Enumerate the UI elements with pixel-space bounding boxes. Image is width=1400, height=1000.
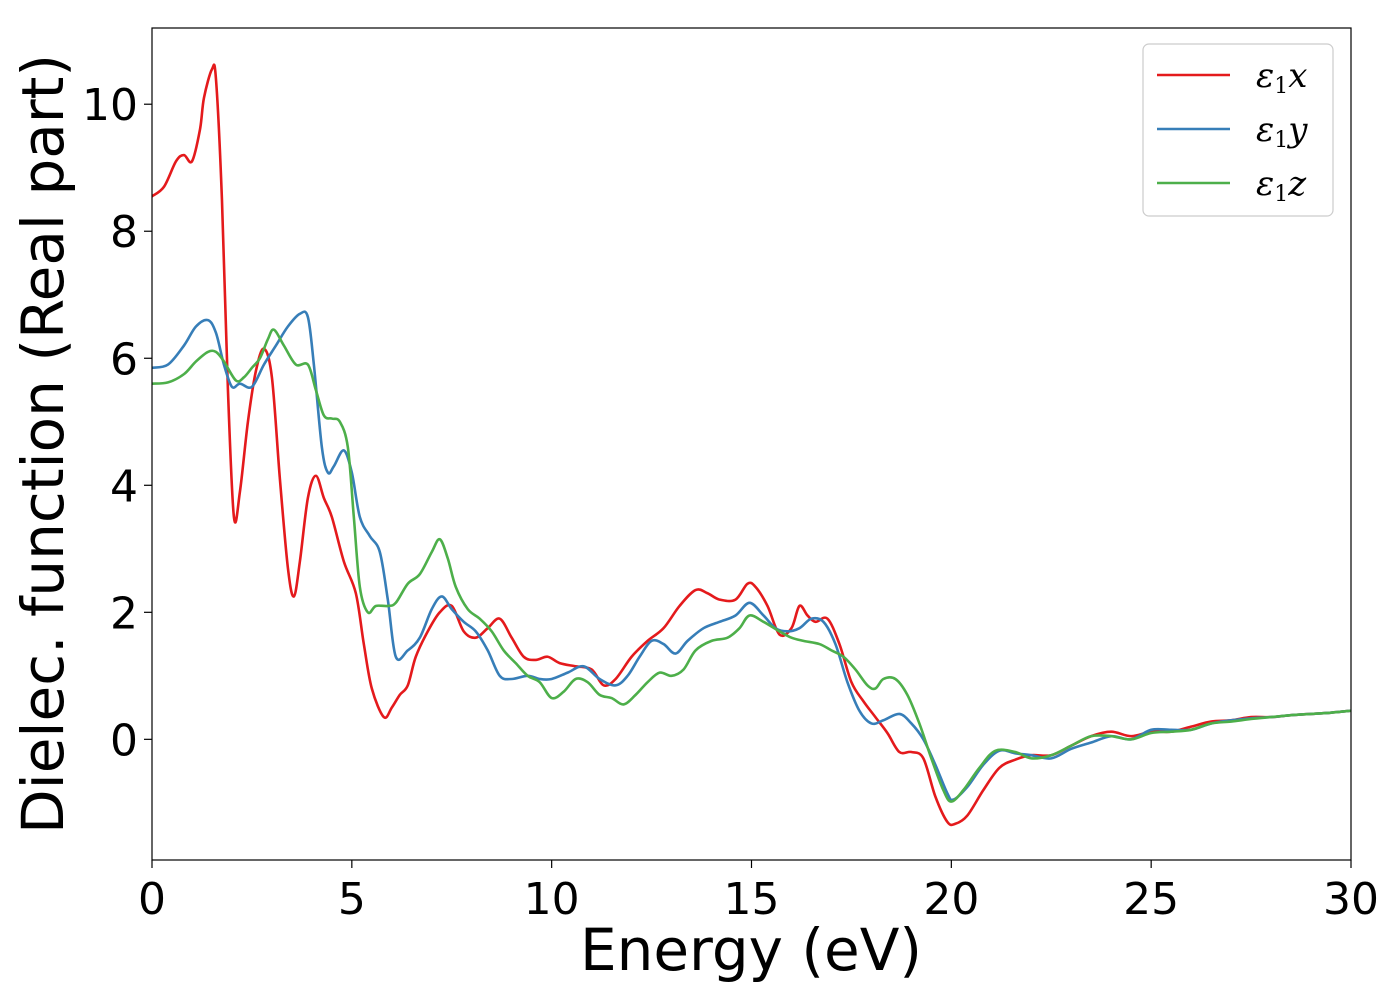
series-layer xyxy=(152,63,1351,827)
legend-items: ε1x ε1y ε1z xyxy=(1157,56,1308,207)
series-line-x xyxy=(152,63,1351,827)
y-tick-label: 6 xyxy=(110,334,138,385)
y-tick-label: 8 xyxy=(110,207,138,258)
legend-label-y: ε1y xyxy=(1256,110,1308,153)
y-tick-label: 0 xyxy=(110,715,138,766)
series-line-y xyxy=(152,310,1351,802)
x-tick-label: 0 xyxy=(138,874,166,925)
legend-label-z: ε1z xyxy=(1256,164,1307,207)
x-tick-label: 30 xyxy=(1323,874,1379,925)
y-tick-label: 2 xyxy=(110,588,138,639)
x-axis-label: Energy (eV) xyxy=(580,916,922,984)
series-line-z xyxy=(152,328,1351,803)
x-tick-label: 5 xyxy=(338,874,366,925)
x-tick-label: 15 xyxy=(724,874,780,925)
y-tick-label: 10 xyxy=(82,80,138,131)
x-tick-label: 25 xyxy=(1123,874,1179,925)
x-tick-label: 20 xyxy=(923,874,979,925)
y-tick-label: 4 xyxy=(110,461,138,512)
x-tick-label: 10 xyxy=(524,874,580,925)
y-axis: 0 2 4 6 8 10 xyxy=(82,80,152,766)
x-axis: 0 5 10 15 20 25 30 xyxy=(138,860,1379,925)
legend-box xyxy=(1142,43,1334,217)
legend: ε1x ε1y ε1z xyxy=(1142,43,1334,217)
y-axis-label: Dielec. function (Real part) xyxy=(9,54,77,834)
legend-label-x: ε1x xyxy=(1256,56,1307,99)
